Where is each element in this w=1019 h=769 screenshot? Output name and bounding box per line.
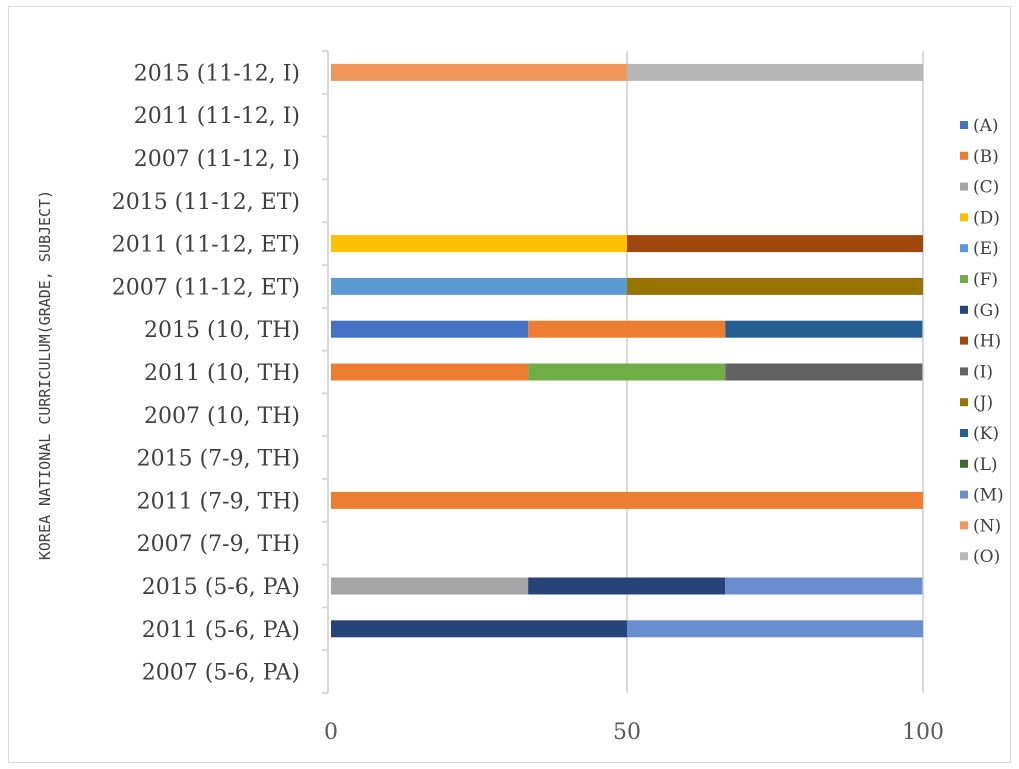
category-label: 2011 (11-12, ET) [112, 233, 300, 258]
category-label: 2007 (7-9, TH) [137, 532, 300, 557]
bar-segment [331, 620, 627, 638]
y-axis-title: KOREA NATIONAL CURRICULUM(GRADE, SUBJECT… [36, 190, 54, 560]
category-label: 2007 (5-6, PA) [142, 661, 300, 686]
x-tick-label: 0 [324, 720, 338, 745]
legend-label: (H) [973, 332, 1001, 352]
bar-segment [725, 320, 923, 338]
legend-label: (F) [973, 270, 998, 290]
bar-segment [331, 63, 627, 81]
category-label: 2011 (10, TH) [144, 361, 300, 386]
category-label: 2011 (11-12, I) [134, 104, 300, 129]
category-label: 2011 (7-9, TH) [137, 489, 300, 514]
legend-swatch [960, 305, 968, 314]
legend-label: (E) [973, 239, 999, 259]
legend-label: (O) [973, 547, 1000, 567]
category-label: 2015 (5-6, PA) [142, 575, 300, 600]
bar-segment [331, 320, 529, 338]
legend-label: (L) [973, 455, 998, 475]
legend-label: (C) [973, 178, 999, 198]
bar-segment [528, 577, 726, 595]
legend-label: (G) [973, 301, 1000, 321]
legend-label: (I) [973, 362, 993, 382]
bar-segment [627, 277, 923, 295]
x-tick-label: 100 [902, 720, 944, 745]
category-label: 2015 (11-12, ET) [112, 190, 300, 215]
category-label: 2011 (5-6, PA) [142, 618, 300, 643]
legend-swatch [960, 490, 968, 499]
bar-segment [627, 63, 923, 81]
legend-swatch [960, 459, 968, 468]
legend-swatch [960, 151, 968, 160]
category-label: 2015 (7-9, TH) [137, 447, 300, 472]
bar-segment [331, 235, 627, 253]
legend-swatch [960, 182, 968, 191]
legend-swatch [960, 398, 968, 407]
category-label: 2007 (11-12, I) [134, 147, 300, 172]
legend-label: (N) [973, 516, 1001, 536]
legend-swatch [960, 429, 968, 437]
legend-label: (D) [973, 208, 1000, 228]
bar-segment [528, 320, 726, 338]
legend-label: (J) [973, 393, 993, 413]
legend-label: (M) [973, 486, 1004, 506]
category-label: 2015 (10, TH) [144, 318, 300, 343]
x-tick-label: 50 [613, 720, 641, 745]
legend-swatch [960, 367, 968, 376]
legend-swatch [960, 121, 968, 129]
bar-segment [725, 363, 923, 381]
legend-swatch [960, 275, 968, 283]
legend-label: (A) [973, 116, 999, 136]
bar-segment [331, 577, 529, 595]
bar-segment [528, 363, 726, 381]
legend-swatch [960, 336, 968, 345]
legend-swatch [960, 244, 968, 253]
bar-segment [331, 277, 627, 295]
category-label: 2007 (10, TH) [144, 404, 300, 429]
legend-swatch [960, 213, 968, 222]
legend-label: (B) [973, 147, 999, 167]
bar-segment [627, 620, 923, 638]
category-label: 2007 (11-12, ET) [112, 275, 300, 300]
legend-swatch [960, 521, 968, 530]
bar-segment [725, 577, 923, 595]
legend-swatch [960, 552, 968, 561]
bar-segment [331, 491, 923, 509]
category-label: 2015 (11-12, I) [134, 61, 300, 86]
bar-segment [331, 363, 529, 381]
bar-segment [627, 235, 923, 253]
legend-label: (K) [973, 424, 999, 444]
